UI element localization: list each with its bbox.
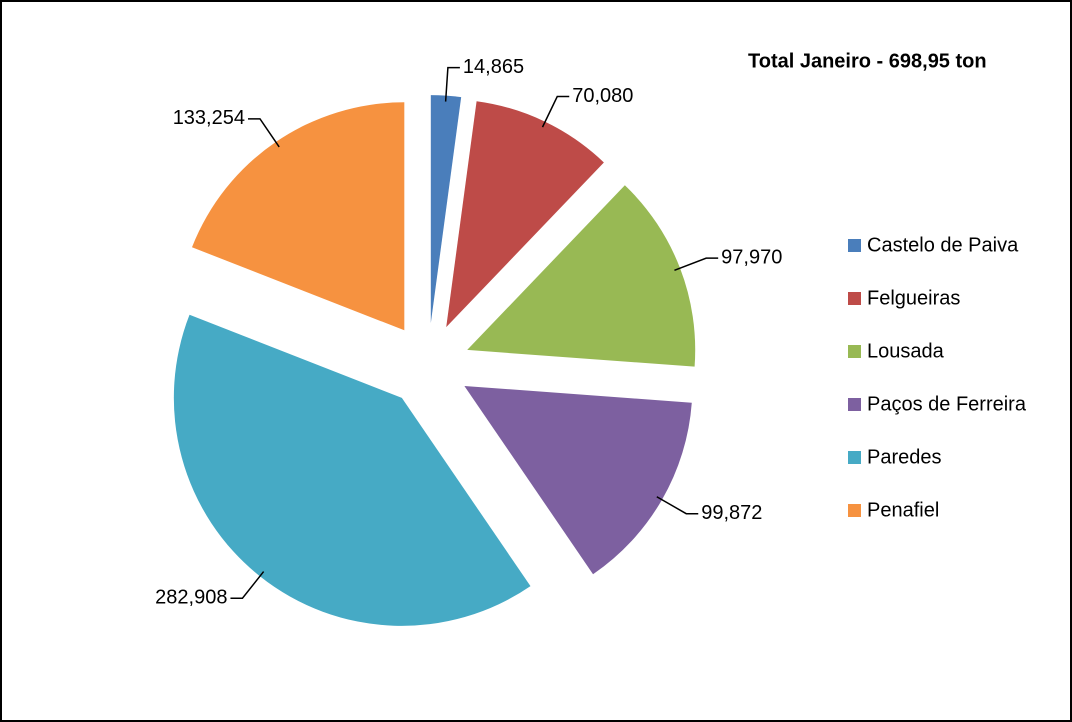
leader-line [541, 95, 570, 128]
data-label: 133,254 [173, 107, 245, 129]
data-label: 99,872 [701, 502, 762, 524]
data-label: 70,080 [572, 85, 633, 107]
legend-label: Penafiel [867, 499, 939, 521]
leader-line [656, 496, 699, 515]
chart-title: Total Janeiro - 698,95 ton [748, 50, 987, 72]
legend-swatch [848, 504, 861, 517]
legend-label: Paços de Ferreira [867, 393, 1027, 415]
legend-swatch [848, 239, 861, 252]
legend-swatch [848, 451, 861, 464]
legend-label: Felgueiras [867, 287, 960, 309]
data-label: 14,865 [463, 56, 524, 78]
leader-line [247, 118, 280, 148]
pie-slice [467, 185, 696, 367]
legend-label: Paredes [867, 446, 942, 468]
legend-label: Castelo de Paiva [867, 234, 1019, 256]
leader-line [230, 571, 265, 599]
pie-slice [446, 101, 604, 328]
legend-swatch [848, 292, 861, 305]
leader-line [674, 257, 719, 272]
legend-swatch [848, 345, 861, 358]
leader-line [444, 66, 460, 102]
legend-label: Lousada [867, 340, 945, 362]
pie-slice [430, 95, 462, 324]
pie-slice [464, 385, 692, 575]
pie-slice [191, 102, 405, 331]
pie-slice [173, 314, 531, 626]
legend-swatch [848, 398, 861, 411]
data-label: 97,970 [721, 246, 782, 268]
data-label: 282,908 [155, 586, 227, 608]
